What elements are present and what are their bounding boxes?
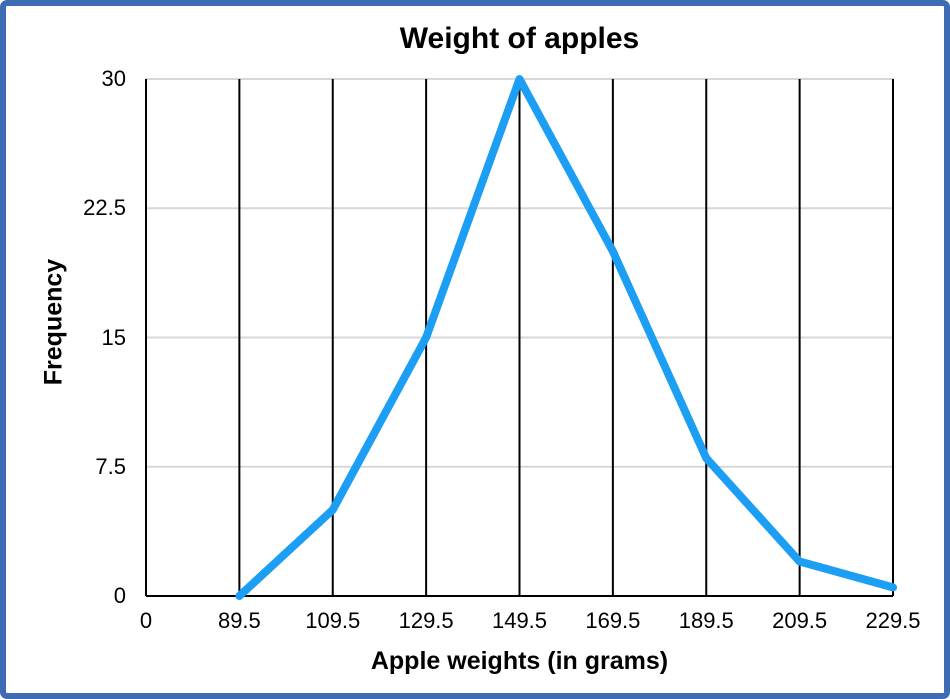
x-tick-label: 229.5 — [865, 608, 921, 633]
y-axis-title: Frequency — [39, 258, 68, 386]
chart-title: Weight of apples — [399, 22, 640, 55]
plot-area — [145, 75, 897, 600]
y-tick-label: 0 — [113, 583, 126, 608]
x-tick-label: 109.5 — [305, 608, 361, 633]
x-tick-label: 189.5 — [678, 608, 734, 633]
y-tick-label: 15 — [101, 324, 126, 350]
x-tick-label: 169.5 — [585, 608, 641, 633]
x-tick-label: 209.5 — [772, 608, 828, 633]
x-tick-label: 149.5 — [491, 608, 548, 633]
y-tick-label: 7.5 — [95, 453, 126, 479]
x-axis-title: Apple weights (in grams) — [370, 647, 669, 675]
y-tick-label: 22.5 — [83, 195, 126, 221]
y-tick-label: 30 — [101, 66, 126, 91]
frequency-polyline — [235, 75, 897, 600]
x-tick-label: 0 — [139, 608, 153, 633]
x-tick-label: 89.5 — [217, 608, 261, 633]
x-tick-label: 129.5 — [398, 608, 454, 633]
